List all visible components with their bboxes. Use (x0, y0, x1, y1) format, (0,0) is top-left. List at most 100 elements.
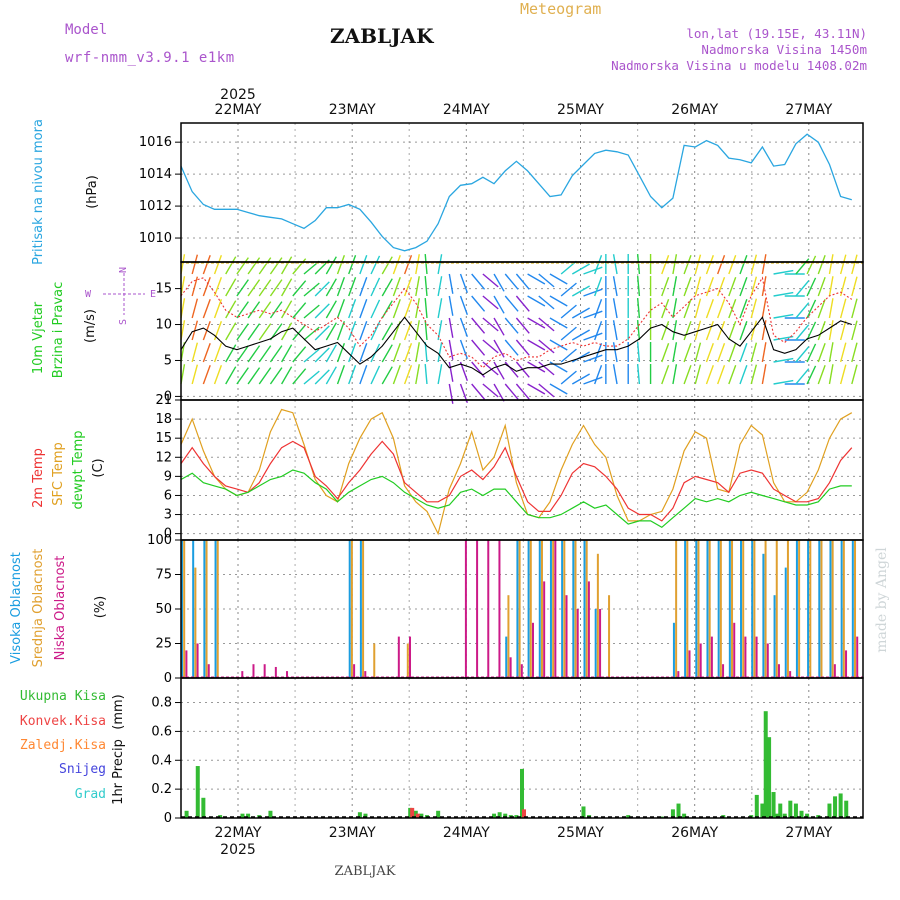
wind-barb (359, 320, 368, 341)
wind-barb (336, 364, 346, 385)
y-tick-label: 0 (164, 811, 172, 826)
cloud-high-bar (728, 540, 731, 678)
signature: made by Angel (874, 547, 890, 653)
wind-barb (672, 276, 678, 297)
wind-barb (348, 254, 357, 275)
y-tick-label: 15 (155, 282, 172, 297)
precip-total-bar (626, 815, 631, 818)
wind-barb (292, 258, 307, 275)
y-tick-label: 100 (147, 533, 172, 548)
wind-barb (612, 320, 618, 341)
wind-barb (247, 301, 261, 319)
station-title: ZABLJAK (330, 24, 434, 48)
wind-barb (325, 322, 337, 341)
wind-barb (437, 298, 443, 319)
cloud-low-bar (722, 664, 725, 678)
wind-barb (424, 364, 428, 385)
cloud-mid-bar (406, 643, 409, 678)
wind-barb (583, 266, 603, 275)
cloud-mid-bar (574, 540, 577, 678)
cloud-mid-bar (540, 540, 543, 678)
wind-barb (661, 364, 670, 385)
x-tick-label-top: 24MAY (443, 102, 490, 118)
x-tick-label-bottom: 24MAY (443, 825, 490, 841)
wind-barb (325, 300, 337, 319)
pressure-side-label: Pritisak na nivou mora (31, 119, 46, 265)
wind-barb (612, 364, 618, 385)
wind-barb (348, 342, 357, 363)
cloud-mid-bar (563, 540, 566, 678)
x-tick-label-bottom: 27MAY (785, 825, 832, 841)
precip-total-bar (844, 800, 849, 818)
wind-barb (761, 364, 767, 385)
wind-barb (795, 302, 810, 319)
wind-barb (325, 344, 337, 363)
wind-barb (661, 298, 670, 319)
wind-barb (806, 365, 817, 385)
cloud-mid-bar (608, 595, 611, 678)
wind-barb (672, 364, 678, 385)
wind-barb (403, 364, 413, 385)
wind-barb (661, 276, 670, 297)
wind-barb (314, 325, 330, 341)
wind-barb (705, 276, 714, 297)
wind-barb (549, 273, 568, 285)
cloud-high-bar (572, 540, 575, 678)
cloud-mid-bar (373, 643, 376, 678)
cloud-low-bar (777, 664, 780, 678)
x-tick-label-bottom: 25MAY (557, 825, 604, 841)
wind-barb (359, 342, 368, 363)
legend-conv-rain: Konvek.Kisa (20, 714, 106, 729)
x-tick-label-top: 23MAY (329, 102, 376, 118)
cloud-mid-bar (786, 540, 789, 678)
cloud-low-bar (263, 664, 266, 678)
wind-barb (336, 298, 346, 319)
dewpoint-line (180, 469, 852, 529)
precip-total-bar (520, 768, 524, 818)
cloud-mid-bar (798, 540, 801, 678)
wind-barb (225, 278, 237, 297)
wind-barb (314, 303, 330, 319)
wind-barb (415, 320, 420, 341)
y-tick-label: 15 (155, 431, 172, 446)
y-tick-label: 5 (164, 353, 172, 368)
wind-barb (258, 301, 272, 319)
cloud-low-bar (599, 609, 602, 678)
wind-barb (636, 342, 641, 363)
wind-barb (683, 320, 692, 341)
wind-barb (236, 257, 249, 275)
precip-total-bar (760, 803, 765, 818)
cloud-low-bar (274, 666, 277, 678)
wind-barb (493, 339, 505, 358)
wind-barb (269, 367, 283, 385)
wind-barb (415, 276, 420, 297)
precip-total-bar (218, 815, 223, 818)
wind-barb (750, 342, 758, 363)
precip-total-bar (788, 800, 793, 818)
wind-barb (314, 281, 330, 297)
temp-side-label-3: dewpt Temp (71, 430, 86, 509)
x-tick-label-bottom: 26MAY (671, 825, 718, 841)
precip-total-bar (838, 793, 843, 818)
cloud-high-bar (181, 540, 183, 678)
cloud-high-bar (561, 540, 564, 678)
wind-barb (728, 320, 737, 341)
wind-barb (336, 276, 346, 297)
temp-unit-label: (C) (91, 458, 106, 477)
wind-barb (269, 345, 283, 363)
cloud-low-bar (766, 643, 769, 678)
cloud-high-bar (203, 540, 206, 678)
wind-barb (716, 298, 726, 319)
wind-barb (370, 255, 381, 275)
wind-barb (258, 279, 272, 297)
wind-barb (773, 291, 794, 297)
wind-barb (694, 276, 702, 297)
precip-total-bar (793, 803, 798, 818)
wind-barb (527, 361, 546, 373)
wind-barb (795, 346, 810, 363)
wind-barb (636, 298, 641, 319)
y-tick-label: 12 (155, 450, 172, 465)
wind-barb (739, 298, 748, 319)
cloud-mid-bar (596, 553, 599, 678)
meteogram-label: Meteogram (520, 0, 601, 18)
